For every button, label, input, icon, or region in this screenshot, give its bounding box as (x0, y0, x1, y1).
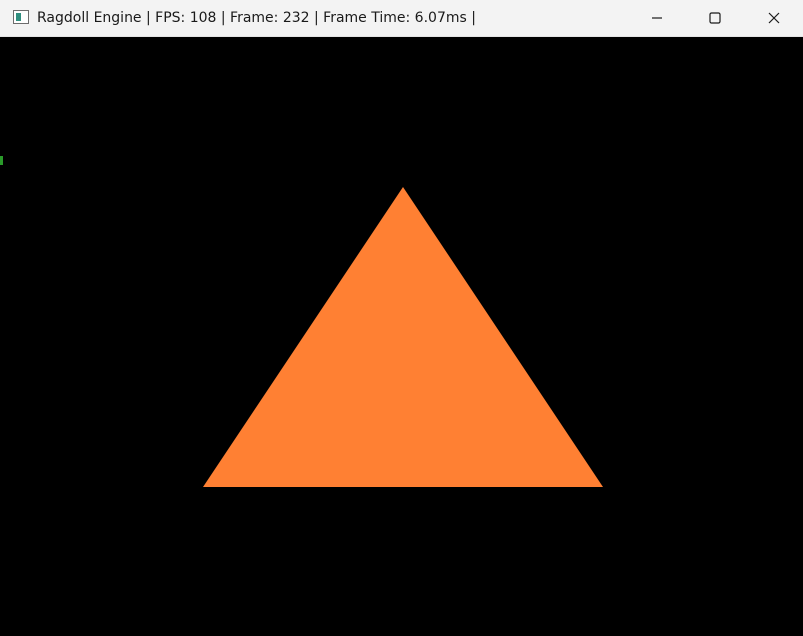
minimize-button[interactable] (628, 0, 686, 36)
minimize-icon (652, 17, 662, 19)
close-icon (768, 12, 780, 24)
close-button[interactable] (745, 0, 803, 36)
app-window-icon (13, 10, 29, 24)
maximize-icon (709, 12, 721, 24)
title-bar[interactable]: Ragdoll Engine | FPS: 108 | Frame: 232 |… (0, 0, 803, 37)
window-title: Ragdoll Engine | FPS: 108 | Frame: 232 |… (37, 10, 476, 26)
maximize-button[interactable] (686, 0, 744, 36)
scene-canvas (203, 187, 603, 487)
render-viewport[interactable] (0, 37, 803, 636)
edge-marker (0, 156, 3, 165)
orange-triangle (203, 187, 603, 487)
